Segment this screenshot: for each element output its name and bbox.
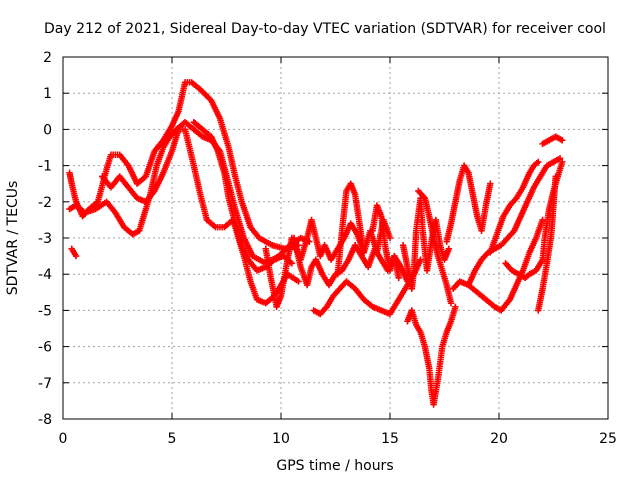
y-tick-label: -8 [38,412,52,428]
series-track-4 [99,126,302,307]
data-point [556,155,564,162]
series-track-20 [539,133,566,148]
y-tick-label: -7 [38,376,52,392]
x-tick-label: 0 [59,431,68,447]
data-point [386,234,394,242]
y-tick-label: -2 [38,195,52,211]
data-point [559,137,566,144]
y-axis-label: SDTVAR / TECUs [5,181,21,296]
x-axis-label: GPS time / hours [276,458,393,474]
x-tick-label: 5 [168,431,177,447]
y-tick-label: -4 [38,267,52,283]
data-point [447,299,455,307]
data-point [487,180,494,187]
y-tick-label: 1 [43,86,52,102]
plot-frame [62,56,609,420]
series-track-12 [404,303,459,408]
y-tick-label: -3 [38,231,52,247]
data-point [452,303,459,310]
points-layer [66,79,566,408]
series-track-5 [190,118,296,274]
data-point [445,245,453,253]
series-track-16 [465,155,564,289]
series-track-13 [415,187,455,307]
data-point [535,158,542,166]
data-point [295,278,302,285]
grid-layer [62,56,609,420]
x-tick-label: 15 [381,431,399,447]
x-tick-label: 25 [599,431,617,447]
y-tick-label: -1 [38,159,52,175]
y-tick-label: -6 [38,340,52,356]
series-track-3 [68,245,80,260]
x-tick-label: 20 [490,431,508,447]
y-tick-label: 2 [43,50,52,66]
data-point [552,173,559,180]
data-point [72,252,80,260]
data-point [559,158,566,166]
series-track-9 [334,180,368,278]
x-tick-label: 10 [272,431,290,447]
y-tick-label: 0 [43,122,52,138]
series-track-8 [310,278,413,318]
series-track-14 [443,162,494,245]
data-point [417,256,424,263]
series-track-17 [487,158,542,256]
series-track-19 [535,173,559,314]
series-track-10 [369,202,402,282]
data-point [360,249,368,256]
data-point [395,274,402,282]
series-track-11 [399,194,453,292]
y-tick-label: -5 [38,303,52,319]
chart-title: Day 212 of 2021, Sidereal Day-to-day VTE… [44,21,606,37]
